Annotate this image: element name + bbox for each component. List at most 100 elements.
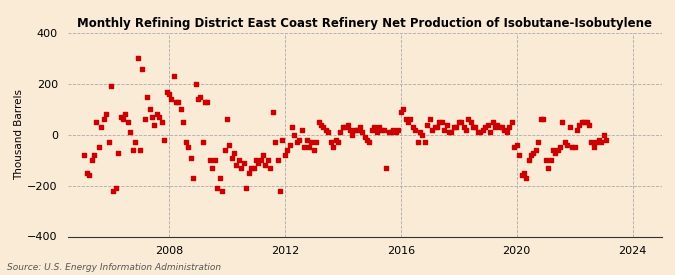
Point	[108, 189, 119, 193]
Point	[371, 130, 382, 134]
Point	[448, 125, 459, 129]
Point	[523, 158, 534, 162]
Point	[125, 130, 136, 134]
Point	[345, 128, 356, 132]
Point	[241, 186, 252, 190]
Point	[499, 128, 510, 132]
Point	[441, 122, 452, 127]
Point	[316, 122, 327, 127]
Point	[115, 115, 126, 119]
Point	[431, 125, 442, 129]
Point	[576, 120, 587, 124]
Point	[96, 125, 107, 129]
Point	[122, 120, 133, 124]
Point	[552, 148, 563, 152]
Point	[533, 140, 544, 145]
Point	[540, 158, 551, 162]
Point	[333, 140, 344, 145]
Point	[456, 120, 466, 124]
Point	[543, 166, 554, 170]
Point	[511, 143, 522, 147]
Point	[325, 140, 336, 145]
Point	[518, 171, 529, 175]
Point	[330, 138, 341, 142]
Point	[489, 125, 500, 129]
Point	[318, 125, 329, 129]
Point	[584, 122, 595, 127]
Point	[381, 166, 392, 170]
Point	[146, 115, 157, 119]
Point	[578, 120, 589, 124]
Point	[111, 186, 122, 190]
Point	[596, 140, 607, 145]
Point	[267, 110, 278, 114]
Point	[226, 155, 237, 160]
Title: Monthly Refining District East Coast Refinery Net Production of Isobutane-Isobut: Monthly Refining District East Coast Ref…	[77, 17, 652, 31]
Point	[224, 143, 235, 147]
Point	[379, 128, 389, 132]
Point	[468, 125, 479, 129]
Point	[414, 130, 425, 134]
Point	[328, 145, 339, 150]
Point	[557, 120, 568, 124]
Point	[434, 120, 445, 124]
Point	[88, 153, 99, 157]
Point	[243, 171, 254, 175]
Point	[231, 163, 242, 167]
Point	[137, 67, 148, 71]
Point	[272, 158, 283, 162]
Point	[207, 166, 218, 170]
Point	[545, 158, 556, 162]
Point	[173, 100, 184, 104]
Point	[304, 145, 315, 150]
Point	[492, 122, 503, 127]
Point	[417, 133, 428, 137]
Point	[130, 140, 140, 145]
Point	[212, 186, 223, 190]
Point	[437, 120, 448, 124]
Point	[361, 138, 372, 142]
Point	[296, 128, 307, 132]
Point	[451, 125, 462, 129]
Point	[502, 130, 512, 134]
Point	[446, 130, 457, 134]
Point	[205, 158, 215, 162]
Point	[255, 158, 266, 162]
Point	[144, 107, 155, 112]
Point	[562, 143, 572, 147]
Point	[400, 117, 411, 122]
Point	[369, 125, 379, 129]
Point	[79, 153, 90, 157]
Point	[385, 130, 396, 134]
Point	[214, 176, 225, 180]
Point	[359, 135, 370, 139]
Point	[101, 112, 111, 117]
Point	[176, 107, 186, 112]
Point	[279, 153, 290, 157]
Point	[350, 128, 360, 132]
Point	[373, 125, 384, 129]
Point	[567, 145, 578, 150]
Point	[171, 100, 182, 104]
Point	[480, 125, 491, 129]
Point	[574, 122, 585, 127]
Point	[526, 153, 537, 157]
Point	[591, 140, 601, 145]
Point	[192, 97, 203, 101]
Point	[572, 128, 583, 132]
Point	[284, 143, 295, 147]
Point	[393, 128, 404, 132]
Point	[555, 145, 566, 150]
Point	[105, 84, 116, 89]
Point	[250, 158, 261, 162]
Point	[509, 145, 520, 150]
Point	[185, 155, 196, 160]
Point	[586, 140, 597, 145]
Point	[581, 120, 592, 124]
Point	[265, 166, 275, 170]
Point	[458, 125, 469, 129]
Point	[195, 94, 206, 99]
Point	[340, 125, 350, 129]
Point	[593, 138, 604, 142]
Point	[367, 128, 377, 132]
